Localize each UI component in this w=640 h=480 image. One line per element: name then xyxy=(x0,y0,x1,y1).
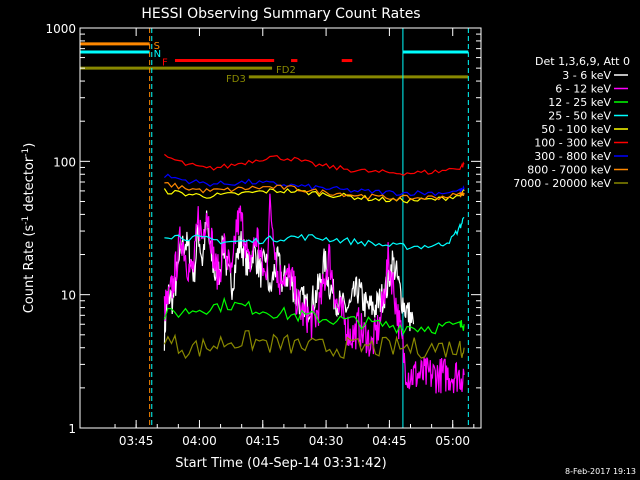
series-line xyxy=(164,181,465,202)
footer-date: 8-Feb-2017 19:13 xyxy=(565,467,636,476)
legend-label: 25 - 50 keV xyxy=(548,110,611,123)
x-tick-label: 05:00 xyxy=(435,434,470,448)
x-axis: 03:45 04:00 04:15 04:30 04:45 05:00 xyxy=(114,28,475,448)
y-axis-label: Count Rate (s-1 detector-1) xyxy=(21,143,37,314)
x-tick-label: 04:15 xyxy=(245,434,280,448)
series-line xyxy=(163,173,465,197)
series-line xyxy=(163,193,465,394)
series-layer xyxy=(163,153,465,394)
legend-label: 100 - 300 keV xyxy=(534,137,611,150)
legend-label: 800 - 7000 keV xyxy=(527,164,611,177)
x-tick-label: 03:45 xyxy=(119,434,154,448)
x-tick-label: 04:45 xyxy=(372,434,407,448)
flag-label-fd2: FD2 xyxy=(276,65,296,76)
y-tick-label: 1 xyxy=(68,422,76,436)
series-line xyxy=(163,330,465,360)
flag-label-fd3: FD3 xyxy=(226,74,246,85)
y-axis: 1 10 100 1000 xyxy=(45,22,481,436)
y-tick-label: 10 xyxy=(61,289,76,303)
y-label-sup-2: -1 xyxy=(21,148,31,157)
x-axis-label: Start Time (04-Sep-14 03:31:42) xyxy=(175,456,386,471)
flag-label-n: N xyxy=(154,49,161,60)
flag-label-f: F xyxy=(162,58,168,69)
legend-label: 7000 - 20000 keV xyxy=(513,177,611,190)
y-label-sup: -1 xyxy=(21,216,31,225)
chart-title: HESSI Observing Summary Count Rates xyxy=(141,6,420,22)
flag-bars-layer: SNF FD2 FD3 xyxy=(80,41,469,85)
y-tick-label: 100 xyxy=(53,155,76,169)
series-line xyxy=(164,153,465,176)
series-line xyxy=(163,188,465,204)
legend-header: Det 1,3,6,9, Att 0 xyxy=(535,55,630,68)
vertical-lines-layer xyxy=(79,28,469,428)
y-tick-label: 1000 xyxy=(45,22,76,36)
plot-frame xyxy=(79,27,482,429)
x-tick-label: 04:30 xyxy=(309,434,344,448)
series-line xyxy=(163,210,415,351)
series-line xyxy=(163,296,465,335)
flag-label-s: S xyxy=(154,41,160,52)
legend-label: 50 - 100 keV xyxy=(541,123,611,136)
y-label-end: ) xyxy=(22,143,37,148)
y-label-main: Count Rate (s xyxy=(22,225,37,314)
y-label-mid: detector xyxy=(22,156,37,216)
legend-label: 6 - 12 keV xyxy=(555,83,611,96)
series-line xyxy=(164,216,465,251)
x-tick-label: 04:00 xyxy=(182,434,217,448)
legend-label: 300 - 800 keV xyxy=(534,150,611,163)
legend-label: 3 - 6 keV xyxy=(562,69,611,82)
legend-label: 12 - 25 keV xyxy=(548,96,611,109)
